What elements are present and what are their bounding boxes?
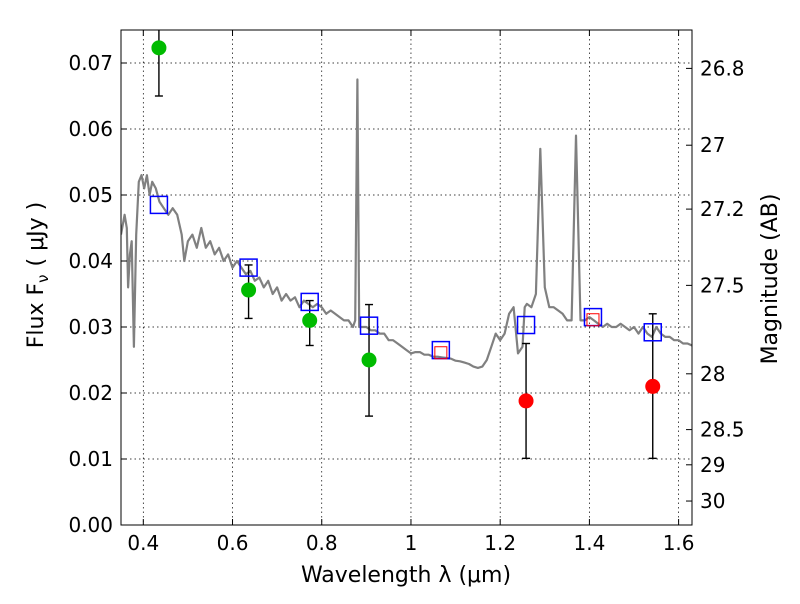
model-photometry-square xyxy=(643,323,662,342)
observed-photometry-layer xyxy=(151,40,661,409)
model-photometry-square xyxy=(239,258,258,277)
inner-red-square xyxy=(434,346,448,360)
y-axis-ticks: 0.00 0.01 0.02 0.03 0.04 0.05 0.06 0.07 xyxy=(68,51,127,537)
model-photometry-square xyxy=(149,195,169,215)
x-tick-label: 1.6 xyxy=(663,531,695,555)
model-photometry-square xyxy=(516,315,536,335)
x-tick-label: 0.8 xyxy=(306,531,338,555)
y2-tick-label: 27 xyxy=(700,133,725,157)
y-tick-label: 0.05 xyxy=(68,183,113,207)
y-tick-label: 0.04 xyxy=(68,249,113,273)
y2-tick-label: 27.2 xyxy=(700,197,745,221)
y2-axis-ticks: 26.8 27 27.2 27.5 28 28.5 29 30 xyxy=(686,56,745,513)
y-tick-label: 0.02 xyxy=(68,381,113,405)
x-tick-label: 1.2 xyxy=(484,531,516,555)
model-sed-layer xyxy=(121,78,692,369)
detection-point xyxy=(361,352,377,368)
y-axis-label-subscript: ν xyxy=(34,274,52,282)
y-axis-label: Flux Fν ( μJy ) xyxy=(24,202,52,348)
detection-point xyxy=(151,40,167,56)
model-photometry-square xyxy=(359,316,379,335)
y-axis-label-unit: ( μJy ) xyxy=(24,202,49,267)
y-tick-label: 0.00 xyxy=(68,513,113,537)
y-tick-label: 0.03 xyxy=(68,315,113,339)
x-tick-label: 0.4 xyxy=(127,531,159,555)
y2-tick-label: 28 xyxy=(700,362,725,386)
plot-frame xyxy=(120,29,693,526)
y-axis-label-main: Flux F xyxy=(24,283,49,348)
x-axis-ticks: 0.4 0.6 0.8 1 1.2 1.4 1.6 xyxy=(127,30,695,555)
non-detection-point xyxy=(518,393,534,409)
model-photometry-layer xyxy=(149,195,662,360)
x-axis-label: Wavelength λ (μm) xyxy=(301,563,511,588)
detection-point xyxy=(241,282,257,298)
grid-lines xyxy=(121,30,692,526)
error-bars-layer xyxy=(154,30,657,460)
x-tick-label: 1.4 xyxy=(573,531,605,555)
non-detection-point xyxy=(645,378,661,394)
y2-tick-label: 30 xyxy=(700,489,725,513)
x-tick-label: 0.6 xyxy=(217,531,249,555)
model-sed-line xyxy=(121,78,692,369)
inner-red-square xyxy=(586,313,600,327)
y2-tick-label: 28.5 xyxy=(700,418,745,442)
x-tick-label: 1 xyxy=(405,531,418,555)
y2-tick-label: 27.5 xyxy=(700,273,745,297)
y-tick-label: 0.01 xyxy=(68,447,113,471)
model-photometry-square xyxy=(300,292,319,312)
y-tick-label: 0.07 xyxy=(68,51,113,75)
y2-tick-label: 26.8 xyxy=(700,56,745,80)
y-tick-label: 0.06 xyxy=(68,117,113,141)
detection-point xyxy=(302,312,318,328)
y2-axis-label: Magnitude (AB) xyxy=(758,194,783,365)
y2-tick-label: 29 xyxy=(700,453,725,477)
